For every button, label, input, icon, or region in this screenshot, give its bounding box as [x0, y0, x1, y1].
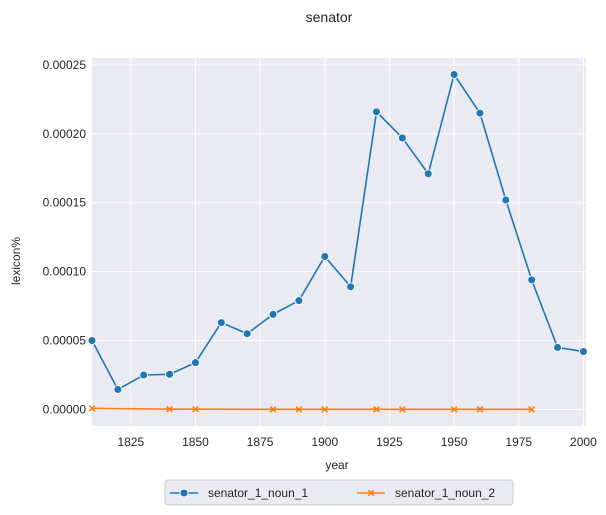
- chart-title: senator: [306, 9, 353, 25]
- data-point: [399, 405, 406, 413]
- y-tick-label: 0.00020: [43, 127, 87, 141]
- data-point: [450, 405, 458, 413]
- data-point: [320, 252, 330, 261]
- legend-box: [164, 479, 514, 506]
- y-axis-label: lexicon%: [9, 237, 23, 285]
- data-point: [216, 318, 226, 328]
- x-tick-label: 1925: [376, 435, 403, 449]
- x-tick-label: 1850: [182, 435, 209, 449]
- data-point: [527, 275, 537, 285]
- series-line: [91, 72, 584, 391]
- x-tick-labels: 1825 1850 1875 1900 1925 1950 1975 2000: [117, 435, 597, 449]
- y-tick-label: 0.00000: [43, 402, 87, 416]
- data-point: [423, 169, 433, 179]
- data-point: [242, 329, 252, 339]
- data-point: [501, 195, 511, 205]
- x-tick-label: 1875: [247, 435, 274, 449]
- data-point: [578, 347, 588, 357]
- plot-area: [92, 58, 586, 426]
- data-point: [372, 107, 381, 117]
- data-point: [113, 385, 123, 394]
- legend: senator_1_noun_1 senator_1_noun_2: [164, 479, 514, 506]
- data-point: [475, 108, 485, 118]
- y-tick-label: 0.00025: [43, 58, 87, 72]
- legend-label: senator_1_noun_1: [208, 486, 308, 500]
- y-tick-label: 0.00010: [43, 265, 87, 279]
- data-point: [139, 370, 149, 380]
- series-senator_1_noun_1: [87, 70, 588, 394]
- data-point: [192, 405, 199, 413]
- legend-marker: [179, 488, 189, 498]
- legend-label: senator_1_noun_2: [395, 486, 495, 500]
- data-point: [166, 405, 173, 413]
- data-point: [269, 405, 277, 413]
- data-point: [88, 404, 96, 412]
- legend-item: senator_1_noun_1: [170, 486, 308, 500]
- legend-item: senator_1_noun_2: [357, 486, 495, 500]
- data-point: [294, 296, 304, 306]
- x-tick-label: 2000: [570, 435, 597, 449]
- data-point: [476, 405, 484, 413]
- x-tick-label: 1900: [311, 435, 338, 449]
- data-point: [528, 405, 536, 413]
- x-tick-label: 1950: [441, 435, 468, 449]
- x-axis-label: year: [325, 458, 348, 472]
- data-point: [449, 70, 459, 79]
- data-point: [346, 282, 356, 292]
- series-layer: [87, 70, 588, 413]
- x-tick-label: 1825: [117, 435, 144, 449]
- data-point: [397, 133, 407, 143]
- data-point: [553, 342, 562, 352]
- data-point: [268, 309, 278, 319]
- data-point: [165, 369, 175, 379]
- y-tick-labels: 0.00000 0.00005 0.00010 0.00015 0.00020 0.000…: [43, 58, 87, 417]
- data-point: [295, 405, 303, 413]
- data-point: [321, 405, 329, 413]
- data-point: [87, 336, 97, 345]
- data-point: [373, 405, 380, 413]
- y-tick-label: 0.00005: [43, 334, 87, 348]
- data-point: [191, 358, 200, 368]
- y-tick-label: 0.00015: [43, 196, 87, 210]
- legend-marker: [367, 489, 375, 497]
- series-senator_1_noun_2: [88, 404, 536, 413]
- x-tick-label: 1975: [505, 435, 532, 449]
